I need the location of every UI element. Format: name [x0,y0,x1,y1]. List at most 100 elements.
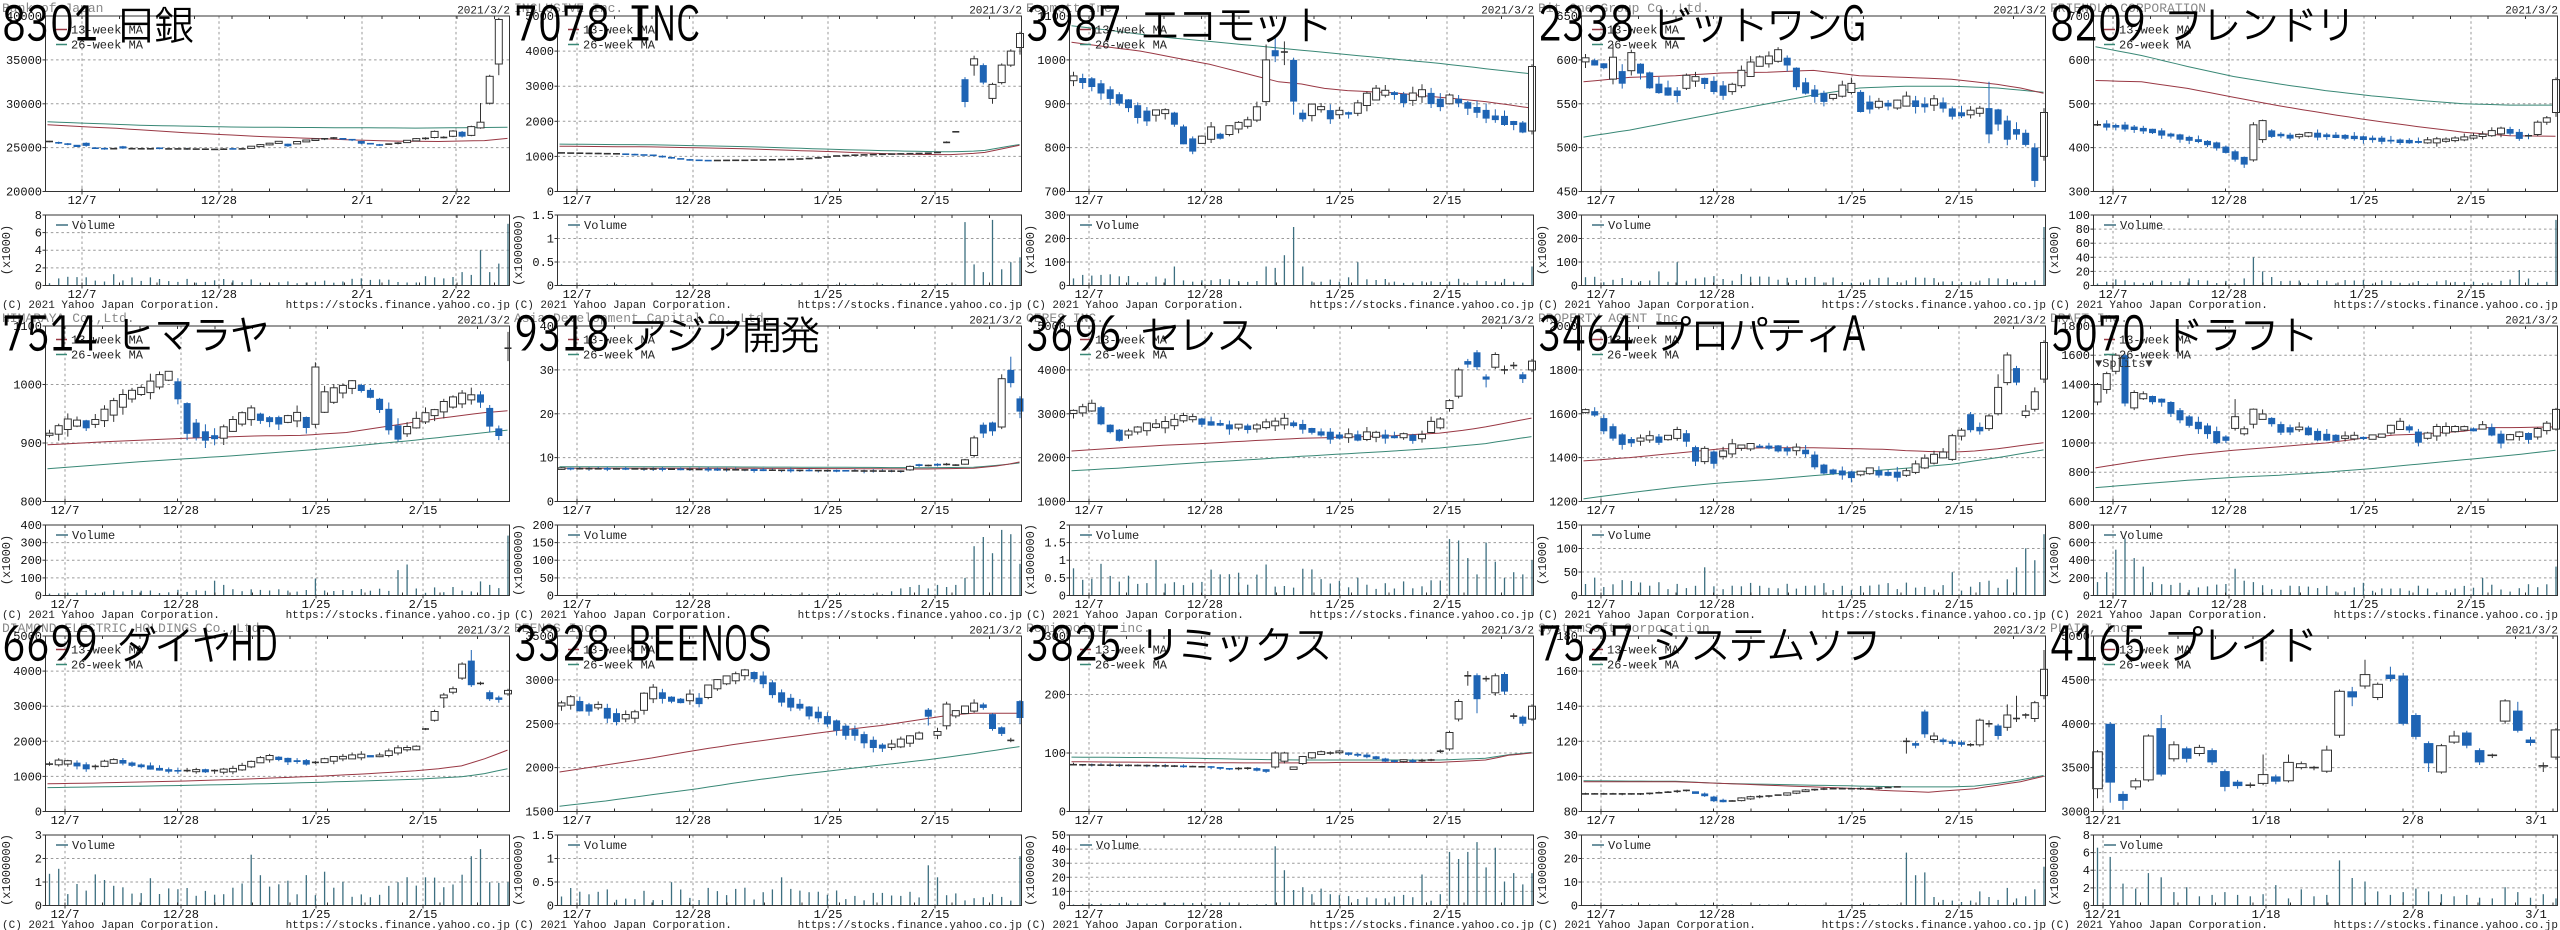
svg-text:3: 3 [35,829,42,843]
svg-text:4000: 4000 [13,665,42,679]
svg-text:(x1000000): (x1000000) [1024,524,1038,596]
svg-text:1400: 1400 [2061,379,2090,393]
svg-text:26-week MA: 26-week MA [1607,39,1680,53]
svg-text:12/7: 12/7 [51,598,80,612]
svg-text:0.5: 0.5 [532,876,554,890]
svg-text:13-week MA: 13-week MA [2119,644,2192,658]
svg-text:160: 160 [1556,665,1578,679]
svg-text:(x1000000): (x1000000) [1024,834,1038,906]
svg-text:1/25: 1/25 [2350,194,2379,208]
svg-text:0: 0 [2083,590,2090,604]
svg-text:2/8: 2/8 [2402,814,2424,828]
svg-text:13-week MA: 13-week MA [71,24,144,38]
svg-text:30: 30 [540,364,554,378]
svg-text:1000: 1000 [13,379,42,393]
svg-text:30: 30 [1564,829,1578,843]
svg-text:https://stocks.finance.yahoo.c: https://stocks.finance.yahoo.co.jp [286,610,510,620]
svg-text:Volume: Volume [72,529,115,543]
svg-text:12/7: 12/7 [51,814,80,828]
svg-text:20: 20 [540,408,554,422]
svg-text:0: 0 [547,186,554,200]
svg-text:100: 100 [20,572,42,586]
svg-text:12/28: 12/28 [1187,504,1223,518]
svg-text:https://stocks.finance.yahoo.c: https://stocks.finance.yahoo.co.jp [286,300,510,310]
svg-text:(x1000): (x1000) [1536,535,1550,585]
svg-text:800: 800 [2068,466,2090,480]
svg-text:2/15: 2/15 [1945,194,1974,208]
svg-text:13-week MA: 13-week MA [583,334,656,348]
svg-text:1400: 1400 [1549,452,1578,466]
svg-text:2021/3/2: 2021/3/2 [2505,316,2558,328]
svg-text:13-week MA: 13-week MA [1607,644,1680,658]
svg-text:800: 800 [1044,142,1066,156]
svg-text:12/7: 12/7 [2099,194,2128,208]
svg-text:(C) 2021 Yahoo Japan Corporati: (C) 2021 Yahoo Japan Corporation. [2,300,220,310]
svg-text:2/15: 2/15 [921,598,950,612]
svg-text:4: 4 [35,244,42,258]
svg-text:(C) 2021 Yahoo Japan Corporati: (C) 2021 Yahoo Japan Corporation. [2,610,220,620]
svg-text:500: 500 [1556,142,1578,156]
svg-text:(C) 2021 Yahoo Japan Corporati: (C) 2021 Yahoo Japan Corporation. [2,920,220,930]
svg-text:2/15: 2/15 [2457,504,2486,518]
svg-text:0: 0 [2083,280,2090,294]
svg-text:700: 700 [1044,186,1066,200]
svg-text:12/7: 12/7 [1075,288,1104,302]
svg-text:25000: 25000 [6,142,42,156]
svg-text:400: 400 [20,519,42,533]
svg-text:https://stocks.finance.yahoo.c: https://stocks.finance.yahoo.co.jp [2334,920,2558,930]
svg-text:(C) 2021 Yahoo Japan Corporati: (C) 2021 Yahoo Japan Corporation. [1538,610,1756,620]
svg-text:1/25: 1/25 [1326,288,1355,302]
svg-text:1/18: 1/18 [2252,814,2281,828]
svg-text:1/25: 1/25 [814,194,843,208]
svg-text:2/15: 2/15 [2457,194,2486,208]
svg-text:3/1: 3/1 [2525,814,2547,828]
svg-text:200: 200 [532,519,554,533]
svg-text:12/28: 12/28 [1187,598,1223,612]
svg-text:100: 100 [1556,256,1578,270]
svg-text:150: 150 [1556,519,1578,533]
svg-text:Volume: Volume [72,219,115,233]
svg-text:0: 0 [1059,590,1066,604]
svg-text:12/28: 12/28 [1187,194,1223,208]
svg-text:2/15: 2/15 [409,598,438,612]
svg-text:1/25: 1/25 [1838,504,1867,518]
svg-text:1/25: 1/25 [302,908,331,922]
svg-text:200: 200 [1556,233,1578,247]
svg-text:(x1000): (x1000) [1024,225,1038,275]
svg-text:0: 0 [1059,806,1066,820]
svg-text:2: 2 [2083,882,2090,896]
svg-text:3000: 3000 [525,674,554,688]
svg-text:1: 1 [1059,554,1066,568]
svg-text:4000: 4000 [1037,364,1066,378]
svg-text:12/7: 12/7 [563,194,592,208]
svg-text:120: 120 [1556,735,1578,749]
svg-text:1/25: 1/25 [1326,908,1355,922]
svg-text:600: 600 [2068,54,2090,68]
svg-text:Volume: Volume [1608,529,1651,543]
svg-text:2/15: 2/15 [921,504,950,518]
svg-text:(x1000): (x1000) [0,535,14,585]
svg-text:2/15: 2/15 [921,288,950,302]
svg-text:12/28: 12/28 [675,598,711,612]
svg-text:Volume: Volume [1096,839,1139,853]
svg-text:26-week MA: 26-week MA [71,39,144,53]
svg-text:13-week MA: 13-week MA [2119,334,2192,348]
svg-text:https://stocks.finance.yahoo.c: https://stocks.finance.yahoo.co.jp [798,920,1022,930]
svg-text:0: 0 [1571,900,1578,914]
svg-text:PLAID, Inc.: PLAID, Inc. [2050,621,2136,636]
svg-text:12/28: 12/28 [201,288,237,302]
svg-text:12/28: 12/28 [1699,908,1735,922]
svg-text:800: 800 [20,496,42,510]
svg-text:140: 140 [1556,700,1578,714]
svg-text:Volume: Volume [584,839,627,853]
svg-text:2021/3/2: 2021/3/2 [1993,6,2046,18]
svg-text:(x1000000): (x1000000) [512,834,526,906]
svg-text:1/25: 1/25 [1326,194,1355,208]
svg-text:4000: 4000 [2061,718,2090,732]
svg-text:500: 500 [2068,98,2090,112]
svg-text:2/15: 2/15 [1433,504,1462,518]
svg-text:12/7: 12/7 [2099,598,2128,612]
svg-text:0: 0 [35,900,42,914]
svg-text:(C) 2021 Yahoo Japan Corporati: (C) 2021 Yahoo Japan Corporation. [1538,920,1756,930]
svg-text:https://stocks.finance.yahoo.c: https://stocks.finance.yahoo.co.jp [286,920,510,930]
